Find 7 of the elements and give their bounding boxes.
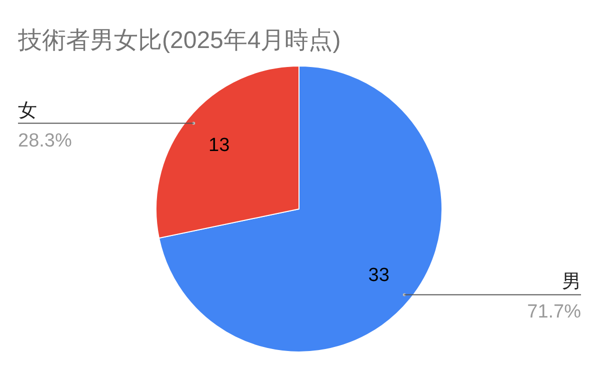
- text: 71.7%: [527, 302, 582, 323]
- slice-label: 男: [562, 272, 581, 293]
- text: 28.3%: [18, 130, 72, 152]
- slice-label: 女: [18, 100, 37, 122]
- data-label: 33: [368, 264, 390, 286]
- chart-title: 技術者男女比(2025年4月時点): [17, 27, 341, 54]
- data-label: 13: [208, 135, 230, 156]
